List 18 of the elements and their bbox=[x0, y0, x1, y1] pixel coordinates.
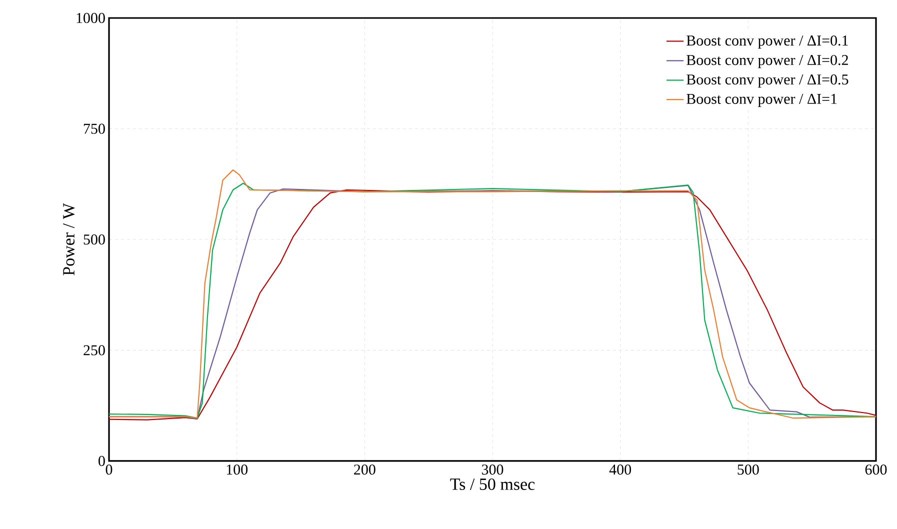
x-tick-label: 300 bbox=[482, 464, 504, 475]
y-tick-label: 500 bbox=[84, 234, 105, 245]
x-tick-label: 600 bbox=[865, 464, 887, 475]
x-tick-label: 0 bbox=[106, 464, 112, 475]
y-tick-label: 750 bbox=[84, 124, 105, 134]
legend-label: Boost conv power / ΔI=0.2 bbox=[686, 54, 848, 68]
x-tick-label: 400 bbox=[609, 464, 632, 475]
x-tick-label: 200 bbox=[354, 464, 376, 475]
legend-label: Boost conv power / ΔI=1 bbox=[686, 94, 837, 108]
x-tick-label: 500 bbox=[738, 464, 759, 475]
x-axis-title: Ts / 50 msec bbox=[450, 478, 535, 490]
x-tick-label: 100 bbox=[226, 464, 248, 475]
y-tick-label: 250 bbox=[84, 345, 105, 356]
legend-label: Boost conv power / ΔI=0.5 bbox=[686, 74, 848, 88]
y-tick-label: 0 bbox=[98, 456, 105, 466]
legend-label: Boost conv power / ΔI=0.1 bbox=[686, 35, 848, 49]
y-axis-title: Power / W bbox=[63, 203, 75, 276]
y-tick-label: 1000 bbox=[76, 12, 105, 24]
